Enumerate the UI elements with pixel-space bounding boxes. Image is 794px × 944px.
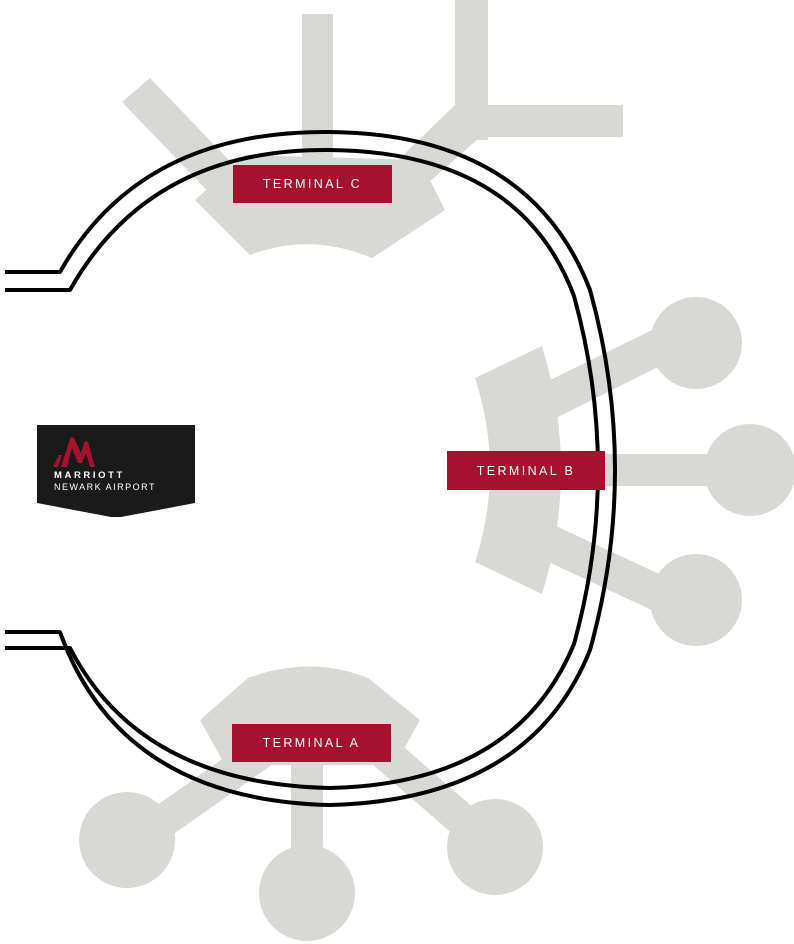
terminal-b-pod-bottom — [650, 554, 742, 646]
hotel-marker[interactable]: MARRIOTT NEWARK AIRPORT — [37, 425, 195, 517]
terminal-b-pod-mid — [704, 424, 794, 516]
hotel-name: MARRIOTT — [54, 470, 125, 481]
terminal-c-label-text: TERMINAL C — [262, 177, 363, 191]
terminal-a-pod-right — [447, 799, 543, 895]
marriott-m-logo-icon — [53, 437, 95, 467]
terminal-b-label: TERMINAL B — [447, 451, 605, 490]
terminal-b-pod-top — [650, 297, 742, 389]
ring-road-outer — [5, 129, 617, 807]
hotel-location: NEWARK AIRPORT — [54, 482, 157, 492]
terminal-a-pod-center — [259, 845, 355, 941]
terminal-a-label-text: TERMINAL A — [262, 736, 361, 750]
terminal-b-label-text: TERMINAL B — [476, 463, 576, 478]
terminal-a-label: TERMINAL A — [232, 724, 391, 762]
terminal-c-label: TERMINAL C — [233, 165, 392, 203]
terminal-a-pod-left — [79, 792, 175, 888]
